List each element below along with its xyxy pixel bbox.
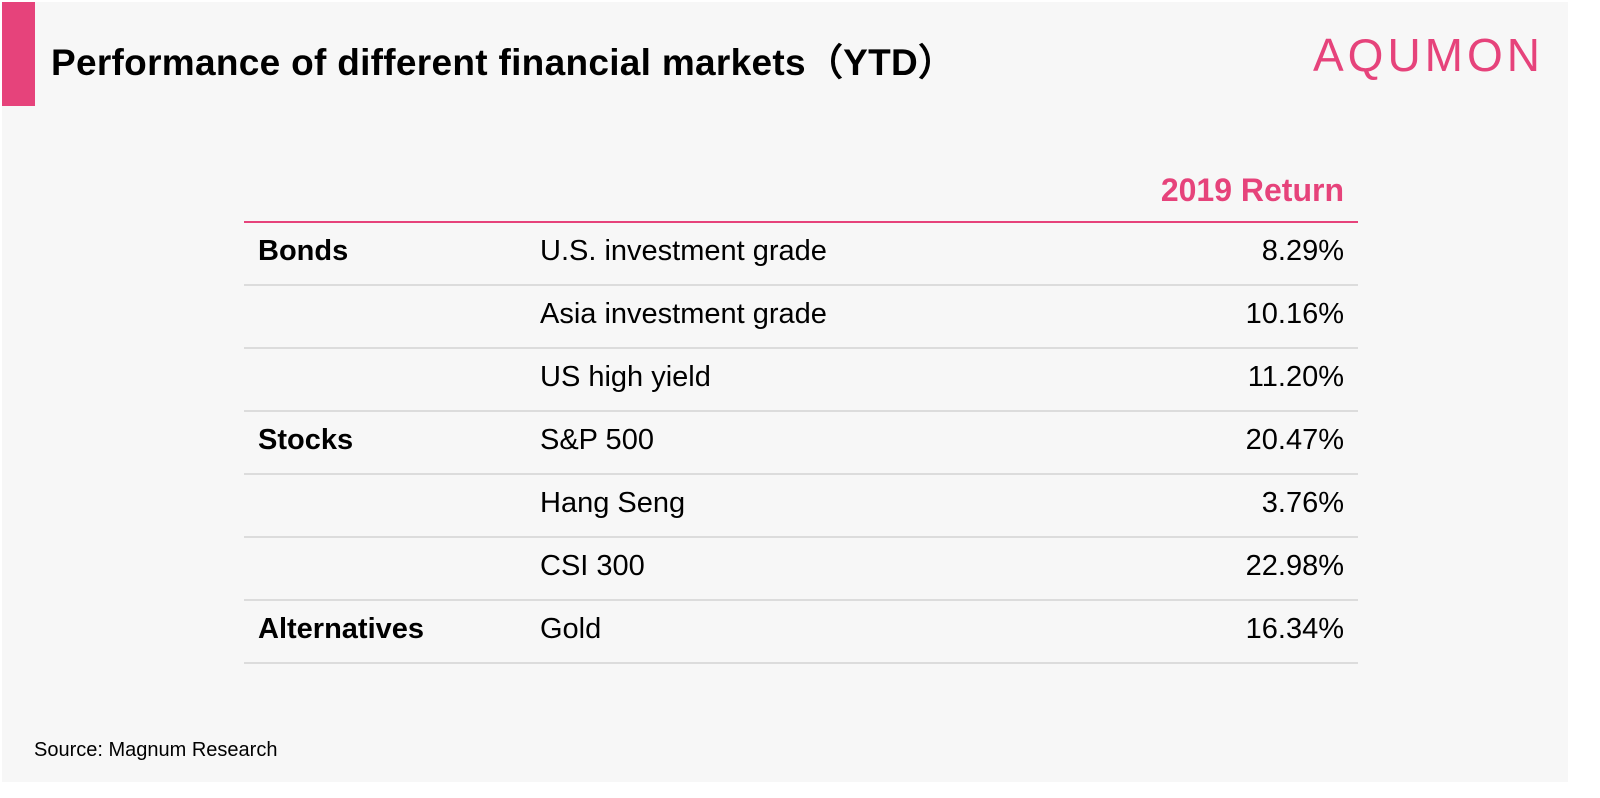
column-header-return: 2019 Return (1160, 172, 1344, 208)
return-value-cell: 11.20% (1247, 361, 1344, 393)
brand-logo: AQUMON (1313, 29, 1544, 81)
table-row: CSI 300 22.98% (244, 538, 1358, 601)
return-value-cell: 10.16% (1245, 298, 1344, 330)
return-value-cell: 8.29% (1261, 235, 1344, 267)
source-note: Source: Magnum Research (34, 739, 278, 761)
return-value-cell: 3.76% (1261, 487, 1344, 519)
slide: Performance of different financial marke… (2, 2, 1568, 782)
market-name-cell: CSI 300 (540, 550, 645, 582)
market-name-cell: U.S. investment grade (540, 235, 827, 267)
return-value-cell: 22.98% (1245, 550, 1344, 582)
returns-table: 2019 Return Bonds U.S. investment grade … (244, 162, 1358, 664)
title-accent-bar (2, 2, 35, 106)
page-title: Performance of different financial marke… (51, 42, 956, 83)
category-cell: Bonds (258, 235, 349, 267)
table-row: Asia investment grade 10.16% (244, 286, 1358, 349)
table-row: Alternatives Gold 16.34% (244, 601, 1358, 664)
table-row: Stocks S&P 500 20.47% (244, 412, 1358, 475)
market-name-cell: Gold (540, 613, 602, 645)
return-value-cell: 20.47% (1245, 424, 1344, 456)
return-value-cell: 16.34% (1245, 613, 1344, 645)
table-row: Hang Seng 3.76% (244, 475, 1358, 538)
market-name-cell: Asia investment grade (540, 298, 827, 330)
table-row: US high yield 11.20% (244, 349, 1358, 412)
market-name-cell: US high yield (540, 361, 711, 393)
market-name-cell: Hang Seng (540, 487, 686, 519)
table-header-row: 2019 Return (244, 162, 1358, 223)
category-cell: Stocks (258, 424, 354, 456)
table-row: Bonds U.S. investment grade 8.29% (244, 223, 1358, 286)
market-name-cell: S&P 500 (540, 424, 654, 456)
category-cell: Alternatives (258, 613, 425, 645)
